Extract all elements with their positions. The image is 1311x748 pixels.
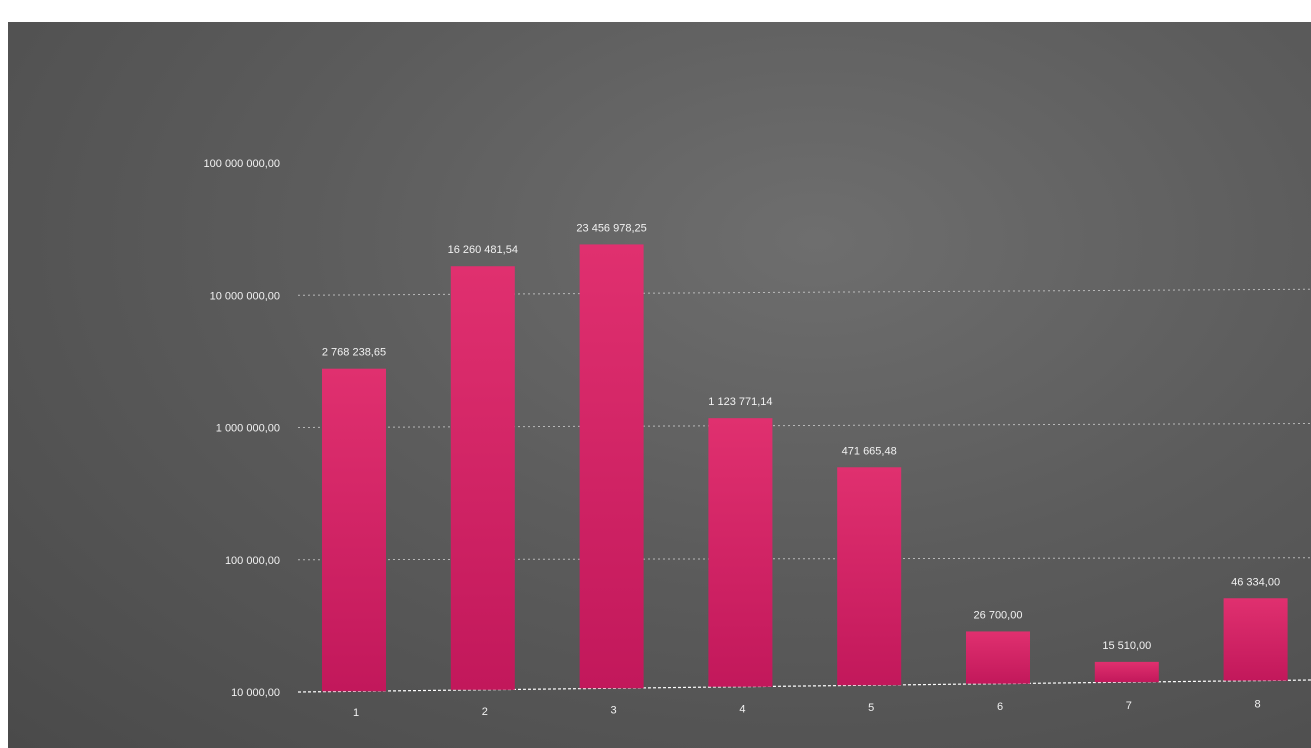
- x-axis-categories: 1 2 3 4 5 6 7 8: [353, 699, 1261, 719]
- y-tick-label: 10 000,00: [231, 687, 280, 699]
- y-axis-ticks: 10 000,00 100 000,00 1 000 000,00 10 000 00…: [204, 158, 280, 699]
- bars: [322, 244, 1288, 692]
- x-axis-baseline: [297, 679, 1311, 693]
- bar-value-label: 26 700,00: [974, 609, 1023, 621]
- y-tick-label: 10 000 000,00: [210, 290, 280, 302]
- x-category-label: 4: [739, 703, 745, 715]
- bar: [837, 467, 902, 686]
- gridlines: [297, 288, 1311, 693]
- y-tick-label: 100 000 000,00: [204, 158, 280, 170]
- x-category-label: 8: [1255, 699, 1261, 711]
- gridline: [297, 288, 1311, 296]
- x-category-label: 2: [482, 706, 488, 718]
- bar-value-label: 15 510,00: [1102, 640, 1151, 652]
- y-tick-label: 100 000,00: [225, 555, 280, 567]
- bar: [1223, 598, 1288, 681]
- x-category-label: 3: [611, 705, 617, 717]
- gridline: [297, 423, 1311, 428]
- x-category-label: 5: [868, 702, 874, 714]
- bar-value-label: 2 768 238,65: [322, 347, 386, 359]
- bar: [579, 244, 644, 689]
- bar-value-label: 46 334,00: [1231, 576, 1280, 588]
- bar: [966, 631, 1030, 684]
- y-tick-label: 1 000 000,00: [216, 423, 280, 435]
- x-category-label: 7: [1126, 700, 1132, 712]
- bar: [1094, 661, 1159, 683]
- x-category-label: 1: [353, 707, 359, 719]
- bar-value-label: 23 456 978,25: [576, 222, 646, 234]
- bar-value-label: 471 665,48: [842, 445, 897, 457]
- x-category-label: 6: [997, 701, 1003, 713]
- bar: [322, 368, 386, 692]
- bar-value-label: 1 123 771,14: [708, 396, 772, 408]
- bar-value-label: 16 260 481,54: [448, 244, 518, 256]
- gridline: [297, 557, 1311, 561]
- data-labels: 2 768 238,65 16 260 481,54 23 456 978,25 1 …: [322, 222, 1280, 651]
- bar: [450, 266, 515, 690]
- bar: [708, 418, 773, 687]
- chart-background: [8, 22, 1311, 748]
